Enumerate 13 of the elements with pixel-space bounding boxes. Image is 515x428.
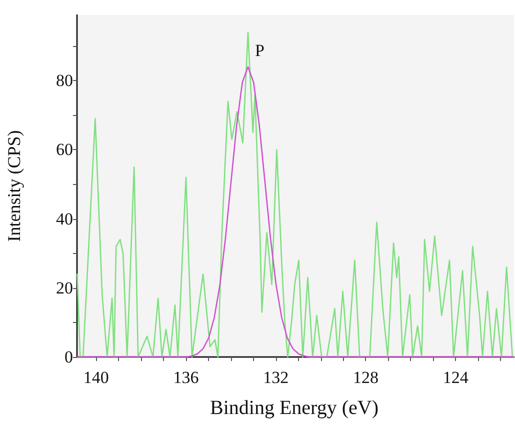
x-axis-title: Binding Energy (eV) (210, 397, 378, 419)
x-tick-label: 140 (83, 368, 109, 387)
x-tick-label: 132 (263, 368, 289, 387)
y-tick-label: 40 (56, 209, 73, 228)
x-tick-label: 128 (352, 368, 378, 387)
y-tick-label: 80 (56, 71, 73, 90)
y-tick-label: 0 (64, 348, 73, 366)
x-tick-label: 124 (442, 368, 469, 387)
y-tick-label: 60 (56, 140, 73, 160)
annotation: P (255, 41, 264, 60)
x-tick-label: 136 (173, 368, 199, 387)
y-axis-title: Intensity (CPS) (4, 130, 24, 242)
y-tick-label: 20 (56, 278, 73, 298)
